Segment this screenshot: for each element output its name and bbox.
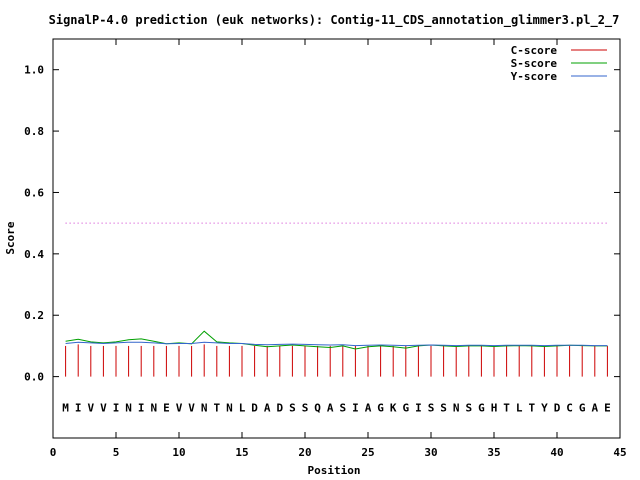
residue-label: S: [302, 401, 309, 414]
chart-title: SignalP-4.0 prediction (euk networks): C…: [49, 13, 620, 28]
x-tick-label: 10: [172, 446, 185, 459]
x-axis-label: Position: [308, 464, 361, 477]
residue-label: A: [365, 401, 372, 414]
residue-label: G: [377, 401, 384, 414]
plot-area-border: [52, 38, 621, 439]
x-axis: 0 5 10 15 20 25 30 35 40 45: [50, 39, 627, 459]
y-tick-label: 1.0: [24, 64, 44, 77]
residue-label: A: [327, 401, 334, 414]
residue-label: I: [75, 401, 82, 414]
residue-label: S: [289, 401, 296, 414]
residue-label: L: [239, 401, 246, 414]
residue-label: G: [478, 401, 485, 414]
x-tick-label: 5: [113, 446, 120, 459]
y-score-line: [65, 341, 608, 347]
residue-label: T: [213, 401, 220, 414]
residue-label: T: [528, 401, 535, 414]
residue-label: I: [138, 401, 145, 414]
y-tick-label: 0.8: [24, 125, 44, 138]
residue-label: C: [566, 401, 573, 414]
x-tick-label: 35: [487, 446, 500, 459]
residue-label: S: [428, 401, 435, 414]
residue-label: H: [491, 401, 498, 414]
residue-label: D: [554, 401, 561, 414]
residue-label: L: [516, 401, 523, 414]
residue-label: S: [339, 401, 346, 414]
c-score-impulses: [65, 344, 608, 377]
y-tick-label: 0.2: [24, 309, 44, 322]
y-axis-label: Score: [4, 221, 17, 254]
residue-label: E: [163, 401, 170, 414]
x-tick-label: 45: [613, 446, 626, 459]
residue-label: E: [604, 401, 611, 414]
residue-label: I: [415, 401, 422, 414]
residue-label: N: [453, 401, 460, 414]
residue-label: D: [276, 401, 283, 414]
y-tick-label: 0.6: [24, 186, 44, 199]
residue-label: V: [87, 401, 94, 414]
x-tick-label: 0: [50, 446, 57, 459]
residue-label: V: [100, 401, 107, 414]
residue-label: D: [251, 401, 258, 414]
y-tick-label: 0.4: [24, 248, 44, 261]
residue-label: G: [402, 401, 409, 414]
residue-label: Y: [541, 401, 548, 414]
y-tick-label: 0.0: [24, 371, 44, 384]
x-tick-label: 25: [361, 446, 374, 459]
residue-label: N: [201, 401, 208, 414]
x-tick-label: 30: [424, 446, 437, 459]
legend-label: Y-score: [511, 70, 558, 83]
x-tick-label: 15: [235, 446, 248, 459]
legend-label: S-score: [511, 57, 558, 70]
residue-label: N: [125, 401, 132, 414]
score-lines: [65, 330, 608, 350]
x-tick-label: 40: [550, 446, 563, 459]
residue-label: G: [579, 401, 586, 414]
residue-label: T: [503, 401, 510, 414]
residue-label: K: [390, 401, 397, 414]
residue-label: I: [352, 401, 359, 414]
residue-label: V: [176, 401, 183, 414]
residue-label: S: [440, 401, 447, 414]
residue-label: I: [113, 401, 120, 414]
y-axis: 0.0 0.2 0.4 0.6 0.8 1.0: [24, 64, 620, 384]
s-score-line: [65, 330, 608, 350]
legend-label: C-score: [511, 44, 558, 57]
residue-label: V: [188, 401, 195, 414]
residue-label: A: [591, 401, 598, 414]
residue-label: A: [264, 401, 271, 414]
residue-label: N: [150, 401, 157, 414]
residue-label: Q: [314, 401, 321, 414]
residue-label: N: [226, 401, 233, 414]
x-tick-label: 20: [298, 446, 311, 459]
residue-label: M: [62, 401, 69, 414]
residue-label: S: [465, 401, 472, 414]
